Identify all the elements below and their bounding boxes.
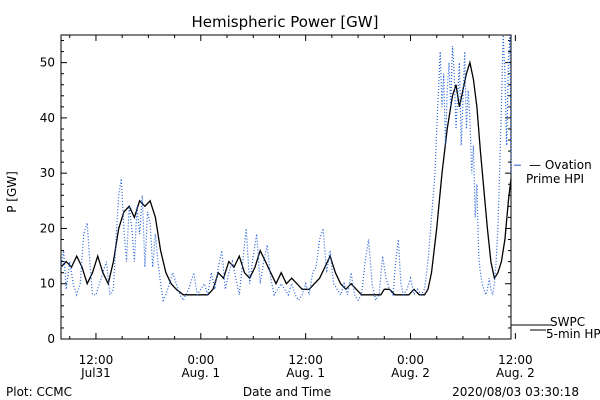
legend-ovation-label-line2: Prime HPI: [526, 172, 584, 186]
y-tick-label: 50: [40, 56, 55, 70]
legend-ovation-label-line1: — Ovation: [529, 158, 592, 172]
footer-credit: Plot: CCMC: [6, 385, 72, 399]
y-tick-label: 20: [40, 221, 55, 235]
x-tick-label-time: 12:00: [79, 353, 114, 367]
legend-swpc-label-line2: 5-min HPI: [546, 327, 600, 341]
x-tick-label-time: 0:00: [187, 353, 214, 367]
y-axis-title: P [GW]: [5, 171, 19, 213]
legend-swpc-label-line1: SWPC: [550, 315, 585, 329]
x-tick-label-time: 12:00: [288, 353, 323, 367]
x-tick-label-time: 12:00: [498, 353, 533, 367]
y-tick-label: 30: [40, 166, 55, 180]
y-tick-label: 10: [40, 277, 55, 291]
chart-title: Hemispheric Power [GW]: [192, 13, 379, 31]
series-layer: [60, 34, 512, 303]
x-tick-label-time: 0:00: [397, 353, 424, 367]
plot-frame: [60, 34, 512, 340]
y-tick-label: 0: [47, 332, 55, 346]
x-axis-title: Date and Time: [243, 385, 331, 399]
footer-timestamp: 2020/08/03 03:30:18: [452, 385, 579, 399]
x-tick-label-date: Aug. 2: [391, 366, 430, 380]
ovation-prime-hpi-line: [60, 34, 512, 303]
x-tick-label-date: Aug. 1: [286, 366, 325, 380]
y-tick-label: 40: [40, 111, 55, 125]
swpc-hpi-line: [60, 60, 512, 296]
x-tick-label-date: Jul31: [80, 366, 111, 380]
x-tick-label-date: Aug. 2: [496, 366, 535, 380]
x-tick-label-date: Aug. 1: [181, 366, 220, 380]
